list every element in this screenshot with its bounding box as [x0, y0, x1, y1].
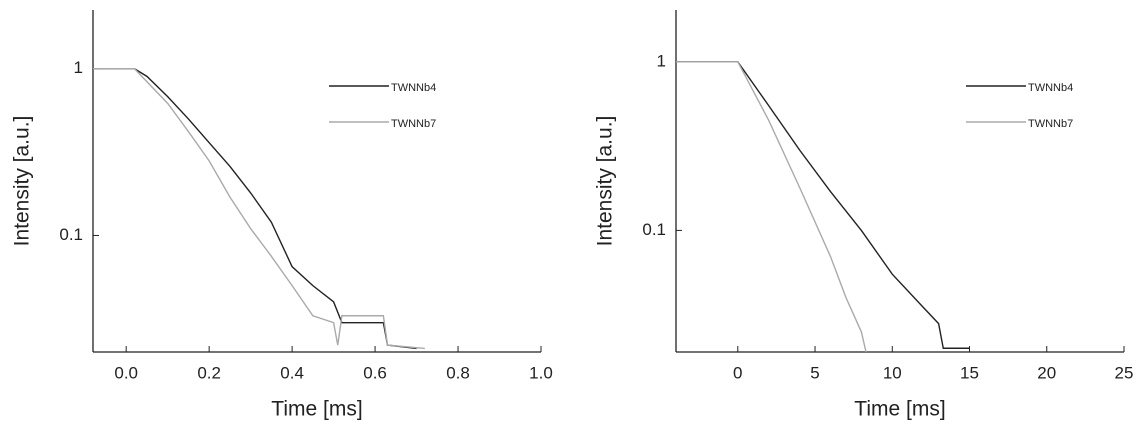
data-line: [676, 61, 970, 349]
legend-label: TWNNb7: [391, 118, 436, 130]
data-line: [93, 68, 417, 350]
x-tick-label: 0.4: [280, 363, 304, 382]
x-tick-label: 15: [960, 363, 979, 382]
legend-label: TWNNb7: [1028, 118, 1073, 130]
x-tick-label: 0.2: [197, 363, 221, 382]
x-tick-label: 5: [810, 363, 819, 382]
x-axis-label: Time [ms]: [271, 398, 362, 421]
y-tick-label: 1: [74, 58, 83, 77]
x-tick-label: 25: [1115, 363, 1134, 382]
x-tick-label: 0.6: [363, 363, 387, 382]
data-line: [93, 68, 425, 350]
x-tick-label: 1.0: [529, 363, 553, 382]
y-tick-label: 1: [657, 51, 666, 70]
x-tick-label: 0.8: [446, 363, 470, 382]
x-tick-label: 20: [1037, 363, 1056, 382]
y-tick-label: 0.1: [59, 225, 83, 244]
legend-label: TWNNb4: [1028, 82, 1073, 94]
y-axis-label: Intensity [a.u.]: [11, 116, 34, 247]
y-tick-label: 0.1: [642, 220, 666, 239]
y-axis-label: Intensity [a.u.]: [594, 116, 617, 247]
x-tick-label: 0: [733, 363, 742, 382]
x-axis-label: Time [ms]: [854, 398, 945, 421]
x-tick-label: 0.0: [114, 363, 138, 382]
x-tick-label: 10: [883, 363, 902, 382]
data-line: [676, 61, 867, 353]
legend-label: TWNNb4: [391, 82, 436, 94]
